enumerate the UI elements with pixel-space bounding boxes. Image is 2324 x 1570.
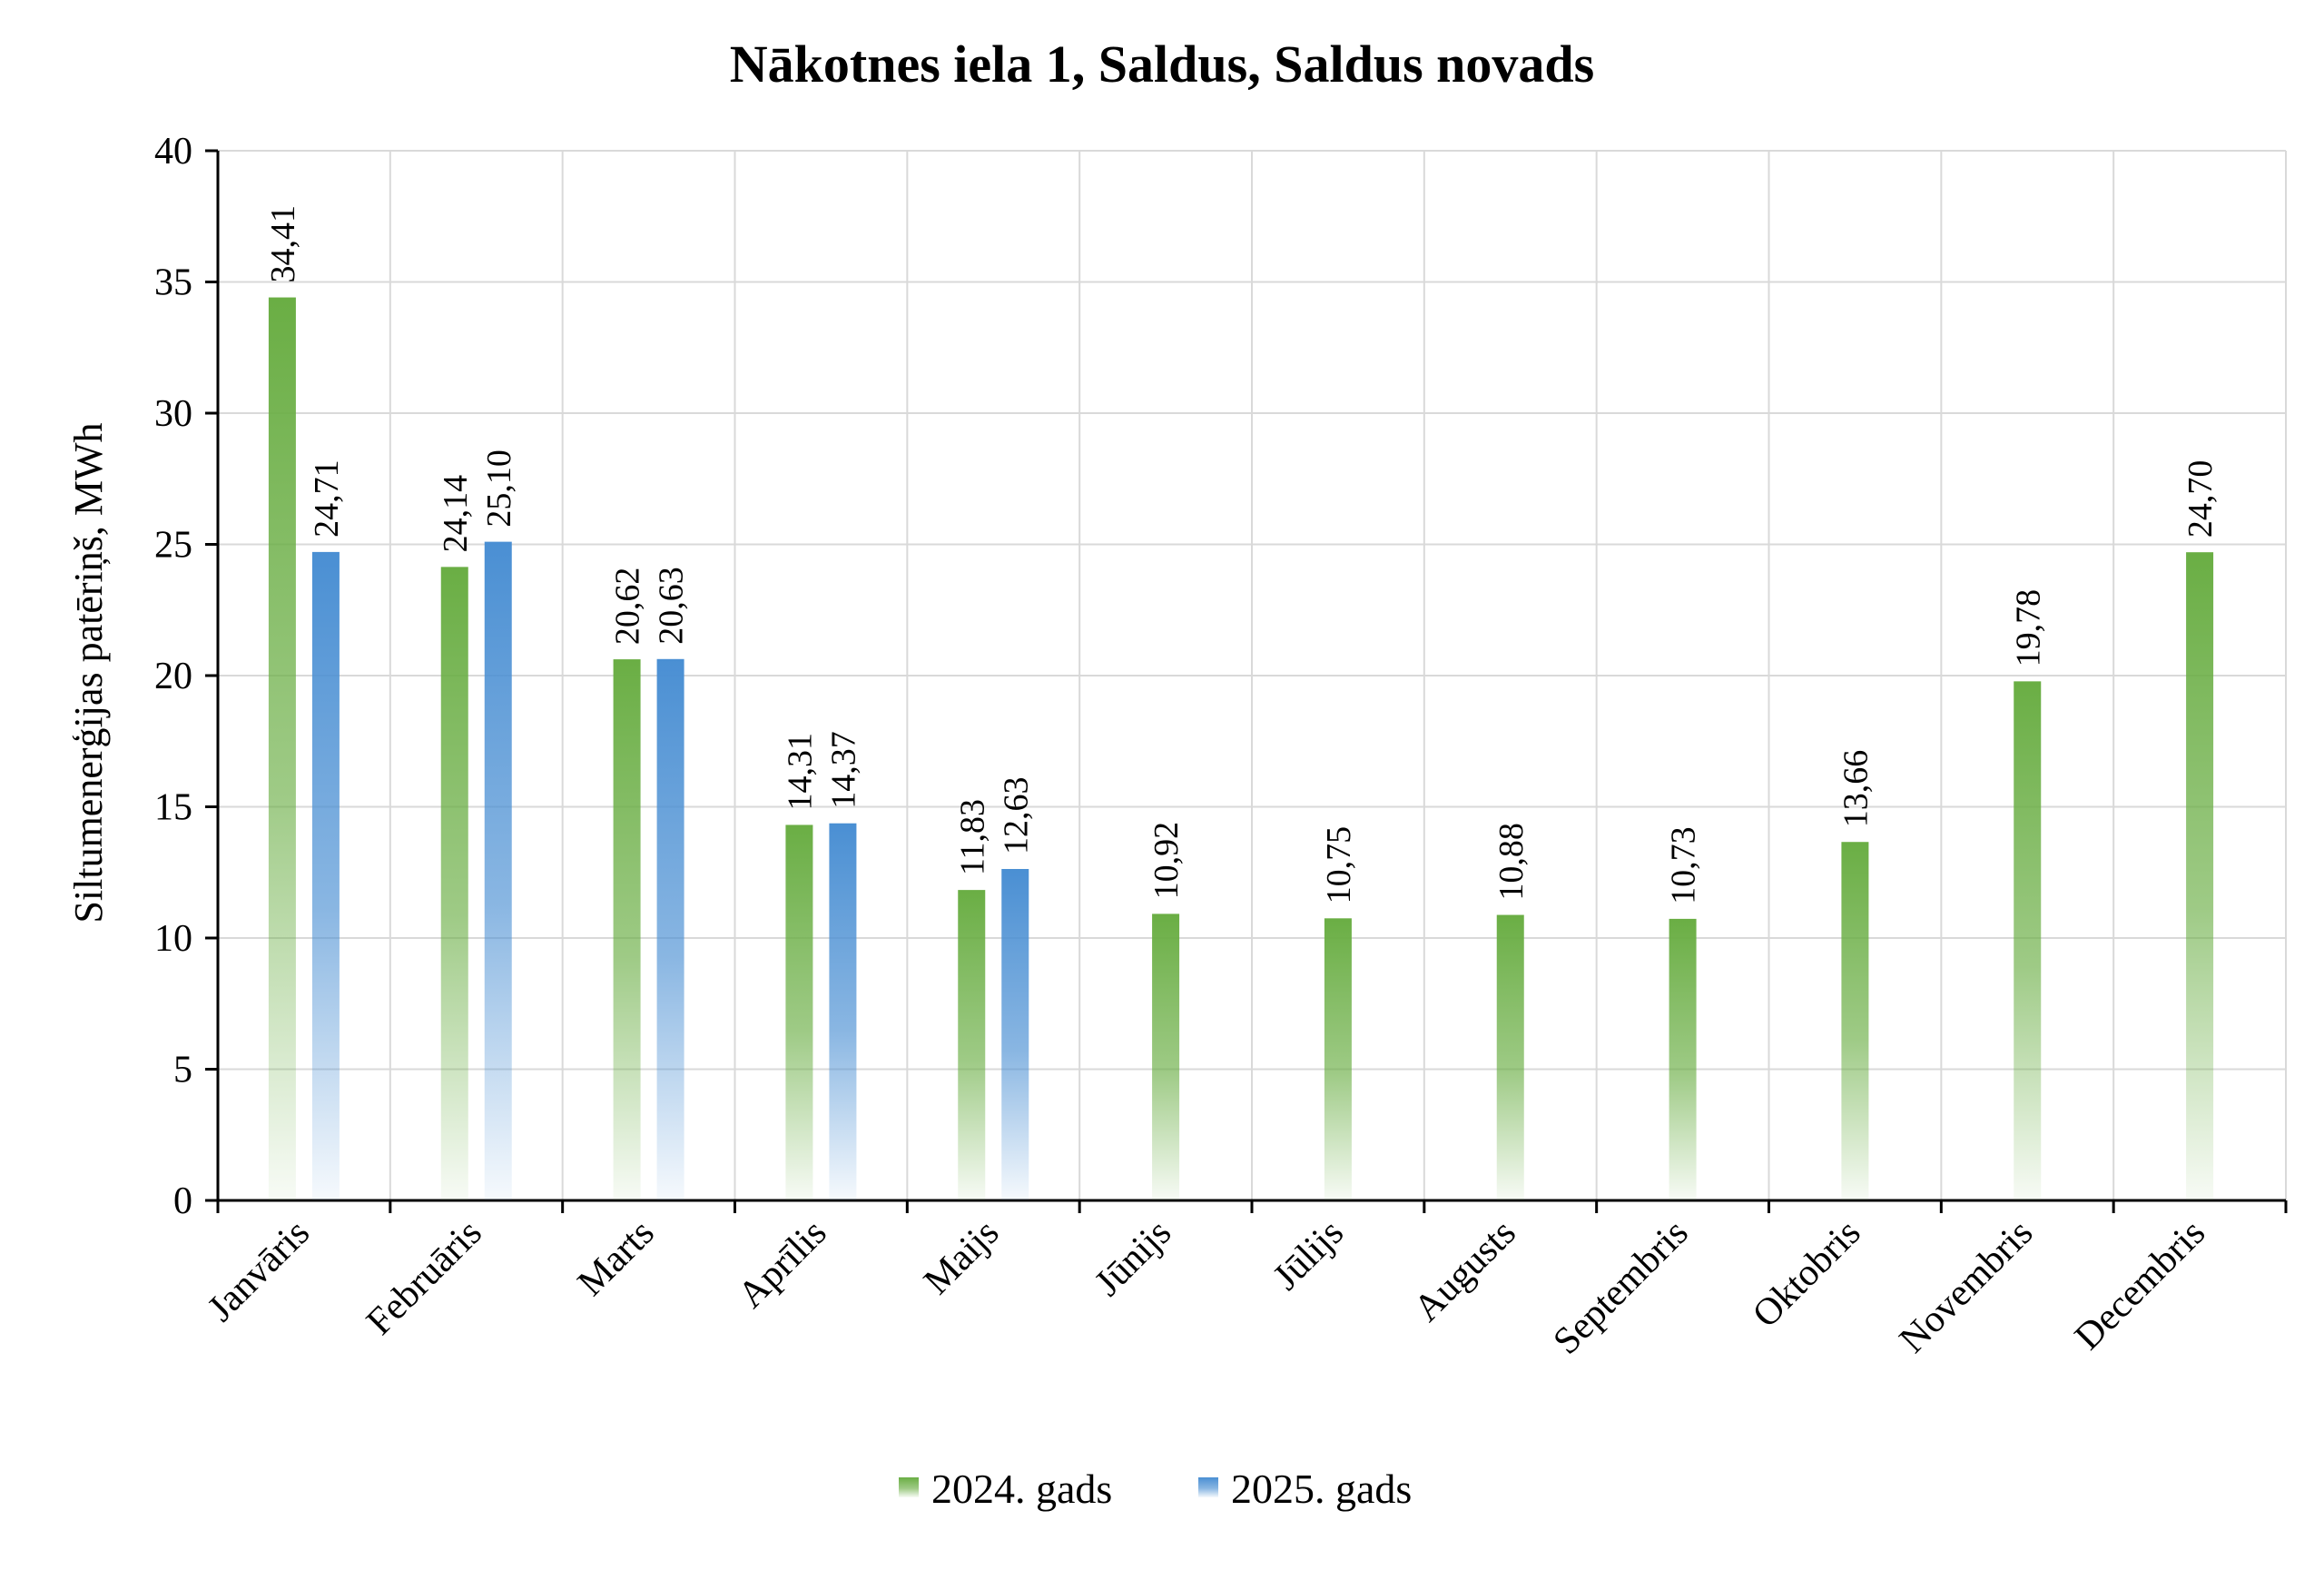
legend: 2024. gads 2025. gads — [899, 1466, 1412, 1512]
y-tick-label: 35 — [154, 262, 192, 304]
bar — [484, 541, 512, 1200]
legend-swatch — [1198, 1477, 1218, 1497]
y-tick-label: 15 — [154, 787, 192, 829]
chart-title: Nākotnes iela 1, Saldus, Saldus novads — [730, 35, 1595, 94]
bar — [1669, 918, 1697, 1200]
bar — [1324, 918, 1352, 1200]
data-label: 10,73 — [1665, 826, 1703, 904]
bar — [2186, 552, 2214, 1200]
data-label: 14,37 — [824, 731, 862, 809]
data-label: 24,14 — [437, 475, 475, 553]
bar — [958, 890, 986, 1200]
legend-label: 2025. gads — [1231, 1466, 1412, 1512]
data-label: 20,62 — [609, 568, 647, 646]
data-label: 13,66 — [1837, 750, 1875, 828]
y-tick-label: 30 — [154, 393, 192, 435]
data-label: 11,83 — [953, 799, 991, 875]
y-tick-label: 20 — [154, 656, 192, 697]
data-label: 20,63 — [653, 567, 691, 645]
bar — [613, 659, 641, 1200]
legend-swatch — [899, 1477, 919, 1497]
y-tick-label: 0 — [173, 1180, 192, 1222]
y-tick-label: 25 — [154, 525, 192, 567]
bar — [1001, 868, 1029, 1200]
data-label: 10,75 — [1320, 826, 1358, 904]
y-axis-label: Siltumenerģijas patēriņš, MWh — [66, 422, 111, 923]
bar — [656, 658, 684, 1200]
bars — [268, 297, 2214, 1200]
data-label: 24,70 — [2181, 460, 2220, 538]
legend-label: 2024. gads — [931, 1466, 1112, 1512]
data-label: 12,63 — [997, 776, 1035, 854]
bar — [440, 567, 468, 1200]
bar — [785, 824, 813, 1200]
bar — [1841, 842, 1869, 1200]
bar — [829, 823, 857, 1200]
data-label: 34,41 — [264, 205, 302, 283]
bar — [1496, 914, 1524, 1200]
data-label: 10,88 — [1492, 823, 1531, 901]
bar — [268, 297, 296, 1200]
data-label: 10,92 — [1147, 822, 1186, 900]
data-labels: 34,41 24,71 24,14 25,10 20,62 20,63 14,31 14,37… — [264, 205, 2220, 904]
gridlines — [218, 150, 2287, 1200]
data-label: 24,71 — [308, 459, 346, 538]
y-tick-label: 5 — [173, 1050, 192, 1091]
data-label: 14,31 — [781, 733, 819, 811]
bar — [311, 551, 340, 1200]
y-tick-label: 10 — [154, 918, 192, 960]
bar — [1152, 913, 1180, 1200]
y-tick-label: 40 — [154, 131, 192, 173]
data-label: 19,78 — [2009, 589, 2047, 667]
data-label: 25,10 — [480, 449, 518, 528]
bar — [2014, 681, 2042, 1200]
